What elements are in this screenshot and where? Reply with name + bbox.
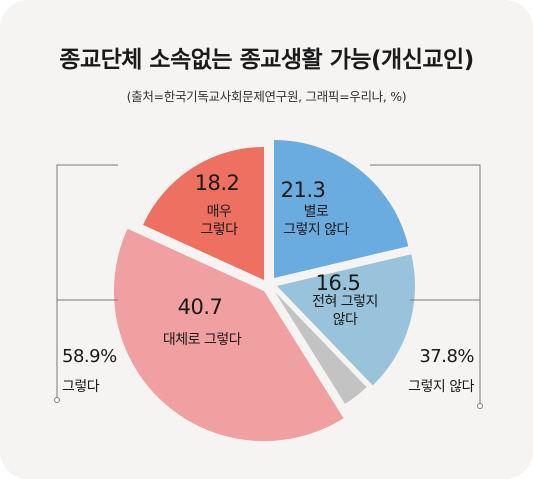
category-label-somewhat_agree-0: 대체로 그렇다 [163,332,242,348]
bracket-agree-end [54,397,60,403]
bracket-agree [56,164,118,398]
chart-title: 종교단체 소속없는 종교생활 가능(개신교인) [59,47,474,73]
value-label-disagree: 21.3 [281,178,326,202]
category-label-disagree-0: 별로 [304,204,329,220]
value-label-somewhat_agree: 40.7 [178,295,223,319]
bracket-disagree-end [477,403,483,409]
category-label-disagree-1: 그렇지 않다 [283,222,349,238]
group-label-agree: 그렇다 [62,379,100,395]
bracket-disagree [370,164,481,404]
category-label-very_much-1: 그렇다 [200,222,238,238]
group-label-disagree: 그렇지 않다 [408,379,474,395]
slice-somewhat_disagree [277,254,416,386]
group-value-agree: 58.9% [62,346,117,367]
category-label-very_much-0: 매우 [207,204,232,220]
value-label-very_much: 18.2 [195,171,240,195]
category-label-somewhat_disagree-0: 전혀 그렇지 [312,294,378,310]
value-label-somewhat_disagree: 16.5 [316,271,361,295]
category-label-somewhat_disagree-1: 않다 [333,312,358,328]
slice-very_much [143,147,264,280]
group-value-disagree: 37.8% [419,346,474,367]
chart-source: (출처=한국기독교사회문제연구원, 그래픽=우리나, %) [126,89,407,104]
slice-gray [275,292,367,404]
slice-disagree [274,140,409,278]
slice-somewhat_agree [113,228,344,442]
